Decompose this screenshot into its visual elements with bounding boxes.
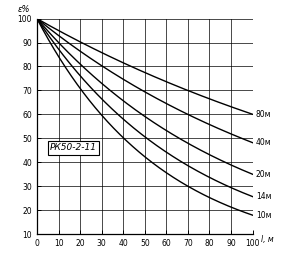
- Text: l, м: l, м: [261, 235, 274, 244]
- Text: 40м: 40м: [256, 138, 271, 147]
- Text: РК50-2-11: РК50-2-11: [50, 143, 97, 152]
- Text: ε%: ε%: [18, 5, 30, 14]
- Text: 20м: 20м: [256, 170, 271, 179]
- Text: 10м: 10м: [256, 211, 271, 220]
- Text: 14м: 14м: [256, 192, 271, 201]
- Text: 80м: 80м: [256, 110, 271, 119]
